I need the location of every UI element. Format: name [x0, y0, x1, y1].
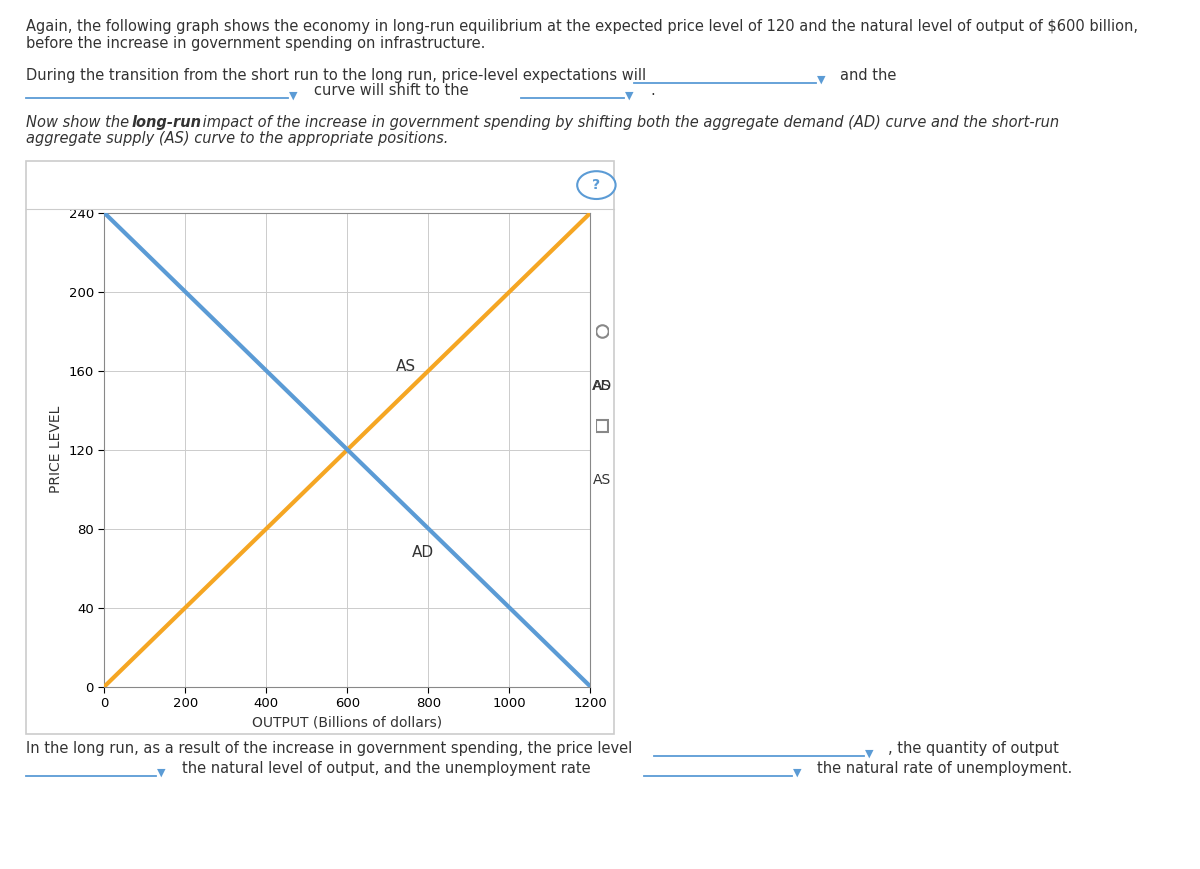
Text: ▼: ▼: [865, 748, 874, 759]
Text: ▼: ▼: [289, 90, 298, 101]
Text: During the transition from the short run to the long run, price-level expectatio: During the transition from the short run…: [26, 68, 647, 83]
Text: AD: AD: [593, 379, 612, 393]
Text: ▼: ▼: [157, 767, 166, 778]
Text: ▼: ▼: [625, 90, 634, 101]
Text: AS: AS: [396, 359, 416, 375]
Text: AS: AS: [593, 379, 612, 393]
Text: ▼: ▼: [817, 75, 826, 85]
Text: Now show the: Now show the: [26, 115, 134, 129]
X-axis label: OUTPUT (Billions of dollars): OUTPUT (Billions of dollars): [252, 715, 443, 729]
Text: .: .: [650, 83, 655, 98]
Text: In the long run, as a result of the increase in government spending, the price l: In the long run, as a result of the incr…: [26, 741, 632, 756]
Text: before the increase in government spending on infrastructure.: before the increase in government spendi…: [26, 36, 486, 51]
Text: impact of the increase in government spending by shifting both the aggregate dem: impact of the increase in government spe…: [198, 115, 1060, 129]
Text: AS: AS: [593, 474, 612, 488]
Text: curve will shift to the: curve will shift to the: [314, 83, 469, 98]
Text: long-run: long-run: [132, 115, 202, 129]
Text: ?: ?: [593, 178, 600, 192]
Text: and the: and the: [840, 68, 896, 83]
Text: aggregate supply (AS) curve to the appropriate positions.: aggregate supply (AS) curve to the appro…: [26, 131, 449, 146]
Text: AD: AD: [413, 545, 434, 560]
Text: the natural rate of unemployment.: the natural rate of unemployment.: [817, 761, 1073, 776]
Text: Again, the following graph shows the economy in long-run equilibrium at the expe: Again, the following graph shows the eco…: [26, 19, 1139, 34]
Text: , the quantity of output: , the quantity of output: [888, 741, 1058, 756]
Y-axis label: PRICE LEVEL: PRICE LEVEL: [49, 406, 64, 494]
Text: the natural level of output, and the unemployment rate: the natural level of output, and the une…: [182, 761, 592, 776]
Text: ▼: ▼: [793, 767, 802, 778]
